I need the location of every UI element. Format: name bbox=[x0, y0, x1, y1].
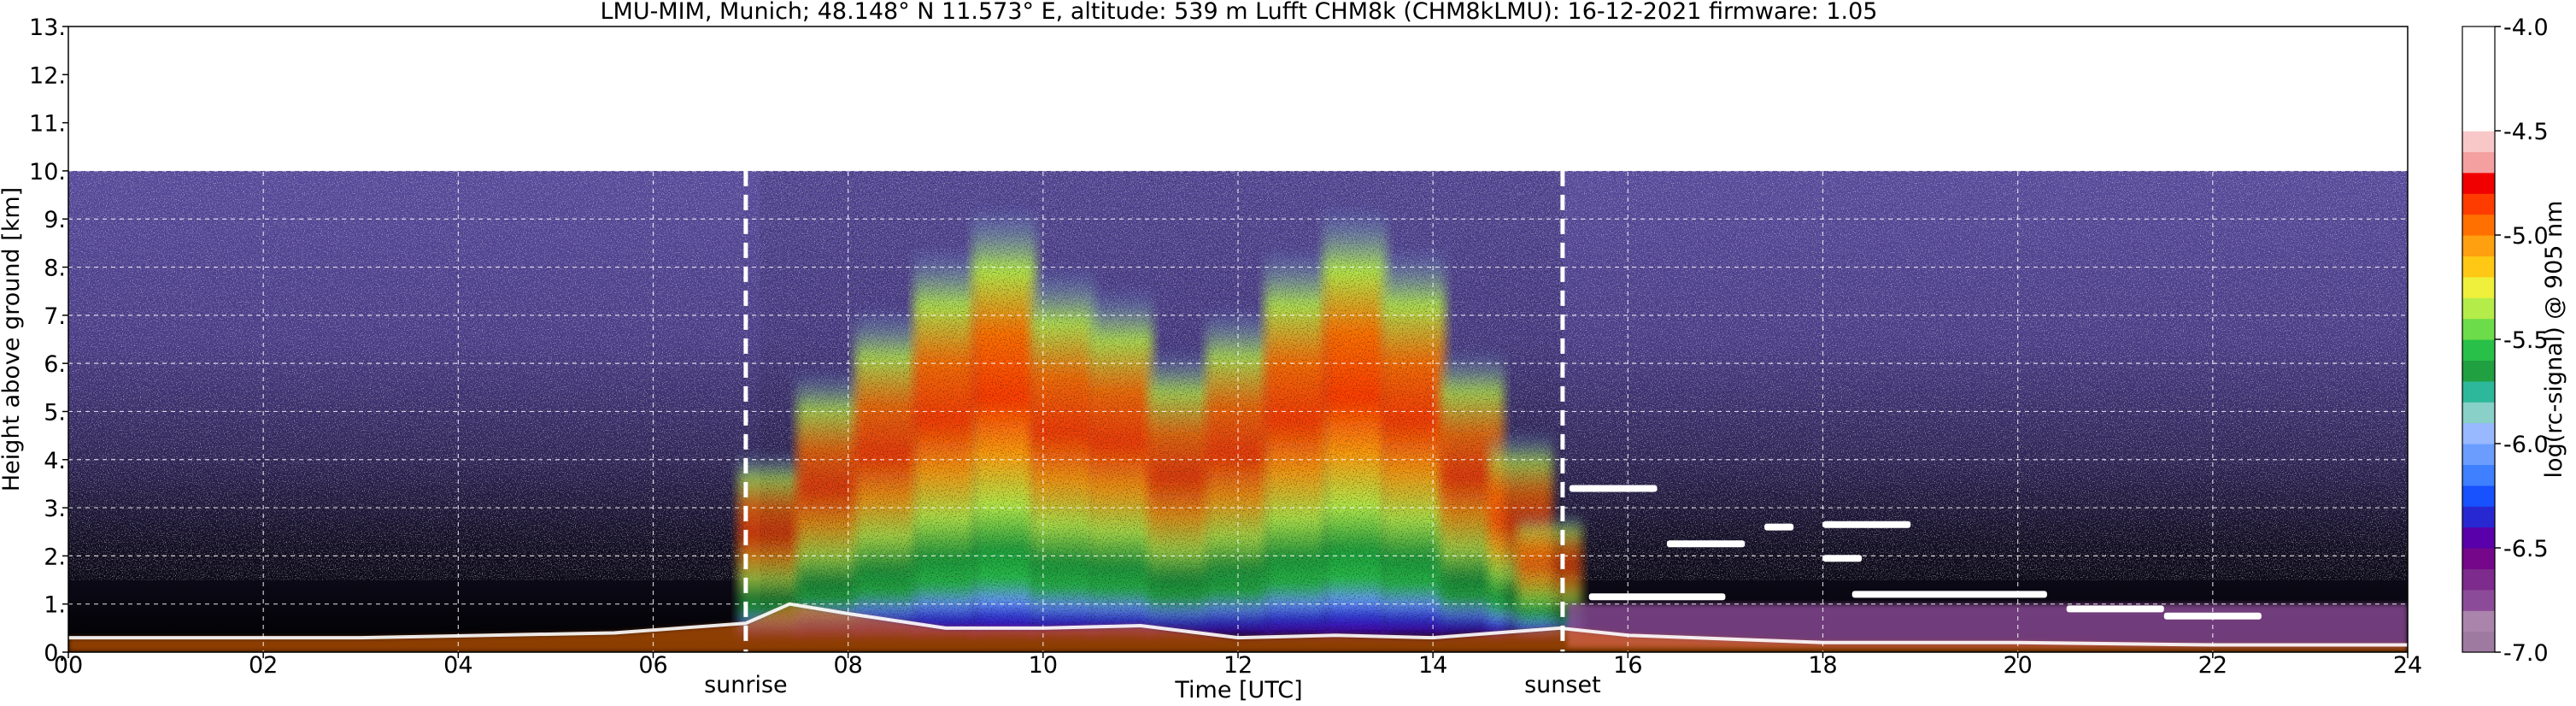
colorbar-swatch bbox=[2462, 444, 2495, 465]
colorbar-swatch bbox=[2462, 464, 2495, 486]
y-tick-label: 7. bbox=[44, 303, 66, 330]
colorbar-swatch bbox=[2462, 631, 2495, 653]
boundary-layer-top bbox=[68, 602, 2408, 647]
sun-events: sunrise sunset bbox=[704, 170, 1601, 698]
colorbar-swatch bbox=[2462, 318, 2495, 340]
chart-title: LMU-MIM, Munich; 48.148° N 11.573° E, al… bbox=[601, 0, 1878, 25]
x-tick-label: 22 bbox=[2198, 652, 2227, 679]
colorbar-swatch bbox=[2462, 422, 2495, 444]
colorbar-swatch bbox=[2462, 214, 2495, 236]
cloud-layer bbox=[1822, 521, 1911, 528]
cloud-layer bbox=[1666, 540, 1746, 548]
cloud-layer bbox=[1822, 555, 1863, 562]
y-tick-label: 13. bbox=[29, 15, 66, 41]
colorbar-swatch bbox=[2462, 568, 2495, 591]
cloud-layer bbox=[1588, 593, 1726, 601]
colorbar-swatch bbox=[2462, 235, 2495, 256]
x-tick-label: 10 bbox=[1029, 652, 1058, 679]
cloud-layer bbox=[1851, 591, 2047, 598]
y-tick-label: 3. bbox=[44, 496, 66, 522]
x-tick-label: 02 bbox=[249, 652, 278, 679]
y-tick-label: 8. bbox=[44, 256, 66, 282]
cloud-layer bbox=[1764, 523, 1794, 531]
colorbar-swatch bbox=[2462, 402, 2495, 424]
x-tick-label: 12 bbox=[1223, 652, 1253, 679]
x-tick-label: 06 bbox=[638, 652, 667, 679]
y-tick-label: 5. bbox=[44, 399, 66, 426]
colorbar-swatch bbox=[2462, 68, 2495, 90]
colorbar-swatch bbox=[2462, 89, 2495, 111]
y-tick-label: 11. bbox=[29, 111, 66, 138]
cloud-layer bbox=[2163, 612, 2262, 620]
colorbar-tick-label: -6.0 bbox=[2503, 432, 2549, 458]
colorbar-swatch bbox=[2462, 109, 2495, 132]
y-tick-label: 1. bbox=[44, 592, 66, 619]
y-tick-label: 2. bbox=[44, 544, 66, 570]
colorbar-swatch bbox=[2462, 589, 2495, 611]
colorbar-swatch bbox=[2462, 506, 2495, 528]
boundary-layer bbox=[68, 603, 2408, 652]
grid bbox=[68, 26, 2408, 652]
colorbar-tick-label: -7.0 bbox=[2503, 640, 2549, 667]
cloud-layer bbox=[1569, 485, 1658, 492]
colorbar-swatch bbox=[2462, 26, 2495, 48]
colorbar-swatch bbox=[2462, 256, 2495, 278]
y-tick-label: 0. bbox=[44, 640, 66, 667]
colorbar-tick-label: -6.5 bbox=[2503, 536, 2549, 562]
colorbar-swatch bbox=[2462, 151, 2495, 174]
colorbar-swatch bbox=[2462, 380, 2495, 403]
x-tick-label: 14 bbox=[1418, 652, 1447, 679]
x-tick-label: 08 bbox=[833, 652, 862, 679]
colorbar-swatch bbox=[2462, 527, 2495, 549]
colorbar-swatch bbox=[2462, 172, 2495, 194]
y-tick-label: 10. bbox=[29, 159, 66, 185]
sunrise-label: sunrise bbox=[704, 672, 788, 698]
colorbar-tick-label: -5.5 bbox=[2503, 327, 2549, 354]
y-axis: 0. 1. 2. 3. 4. 5. 6. 7. 8. 9. 10. 11. 12. 13. bbox=[29, 15, 68, 667]
sunset-label: sunset bbox=[1524, 672, 1601, 698]
colorbar-tick-label: -5.0 bbox=[2503, 223, 2549, 250]
x-axis: 00 02 04 06 08 10 12 14 16 18 20 22 24 bbox=[54, 652, 2422, 679]
plot-area: sunrise sunset bbox=[67, 26, 2409, 698]
y-tick-label: 4. bbox=[44, 448, 66, 474]
colorbar-tick-label: -4.5 bbox=[2503, 119, 2549, 145]
x-tick-label: 04 bbox=[443, 652, 472, 679]
x-tick-label: 24 bbox=[2393, 652, 2422, 679]
x-tick-label: 18 bbox=[1808, 652, 1837, 679]
colorbar-swatch bbox=[2462, 339, 2495, 361]
y-tick-label: 12. bbox=[29, 62, 66, 89]
x-axis-label: Time [UTC] bbox=[1174, 677, 1302, 703]
colorbar-swatch bbox=[2462, 276, 2495, 298]
colorbar-swatch bbox=[2462, 47, 2495, 69]
colorbar-swatch bbox=[2462, 485, 2495, 507]
y-axis-label: Height above ground [km] bbox=[0, 187, 25, 491]
colorbar-swatch bbox=[2462, 297, 2495, 320]
colorbar: -4.0 -4.5 -5.0 -5.5 -6.0 -6.5 -7.0 bbox=[2462, 15, 2549, 667]
colorbar-label: log(rc-signal) @ 905 nm bbox=[2541, 201, 2567, 479]
y-tick-label: 9. bbox=[44, 207, 66, 233]
colorbar-swatch bbox=[2462, 548, 2495, 569]
colorbar-swatch bbox=[2462, 360, 2495, 382]
colorbar-tick-label: -4.0 bbox=[2503, 15, 2549, 41]
cloud-layer bbox=[2066, 605, 2164, 613]
colorbar-swatch bbox=[2462, 610, 2495, 632]
y-tick-label: 6. bbox=[44, 351, 66, 378]
x-tick-label: 00 bbox=[54, 652, 83, 679]
x-tick-label: 20 bbox=[2003, 652, 2032, 679]
x-tick-label: 16 bbox=[1613, 652, 1642, 679]
colorbar-swatch bbox=[2462, 131, 2495, 152]
colorbar-swatch bbox=[2462, 193, 2495, 215]
